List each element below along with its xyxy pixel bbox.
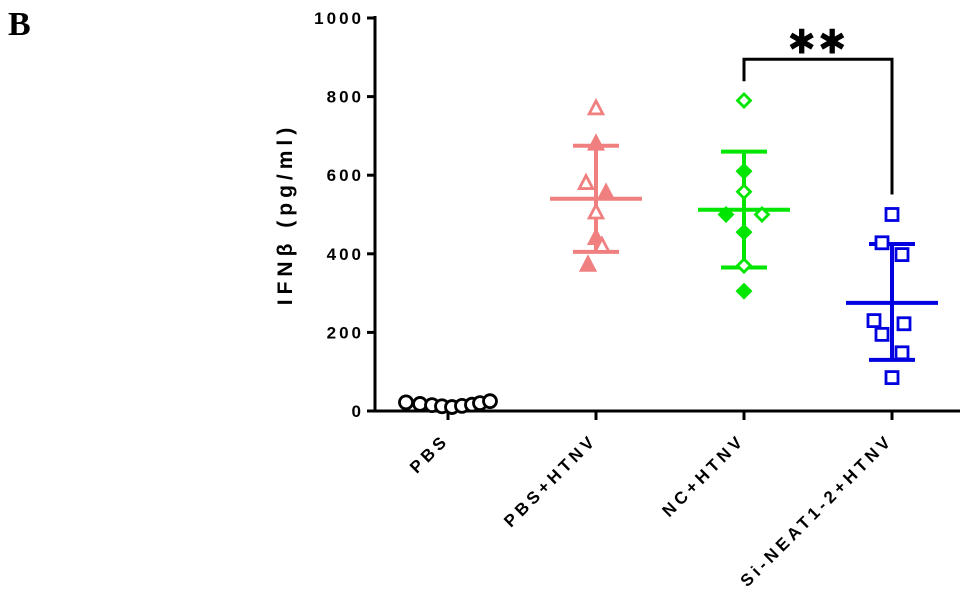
point-1-3	[596, 182, 616, 200]
point-1-2	[576, 172, 596, 190]
y-tick-label-1000: 1000	[314, 9, 364, 28]
point-2-3	[717, 206, 735, 223]
y-tick-label-400: 400	[327, 245, 364, 264]
x-tick-label-0: PBS	[406, 430, 453, 477]
point-1-4	[586, 202, 606, 220]
point-3-2	[894, 247, 910, 262]
point-1-5	[586, 227, 606, 245]
x-tick-label-3: Si-NEAT1-2+HTNV	[737, 430, 897, 590]
group-2	[698, 92, 790, 300]
point-2-5	[735, 223, 753, 241]
point-2-0	[735, 92, 753, 110]
x-tick-label-2: NC+HTNV	[658, 430, 748, 520]
point-0-0	[398, 394, 414, 411]
x-tick-label-1: PBS+HTNV	[500, 430, 601, 531]
point-3-3	[866, 313, 882, 329]
point-0-8	[482, 393, 498, 410]
y-tick-label-0: 0	[352, 402, 364, 421]
group-1	[550, 97, 642, 272]
point-3-7	[884, 370, 900, 385]
y-tick-label-200: 200	[327, 323, 364, 342]
group-3	[846, 207, 938, 385]
point-2-6	[735, 257, 753, 275]
group-0	[398, 393, 498, 415]
point-3-4	[896, 316, 912, 332]
y-tick-label-800: 800	[327, 88, 364, 107]
point-3-5	[874, 326, 890, 342]
point-3-6	[894, 345, 910, 361]
point-2-4	[753, 206, 771, 223]
point-1-6	[592, 235, 612, 253]
point-1-0	[586, 97, 606, 116]
y-axis-title: IFNβ (pg/ml)	[274, 123, 297, 305]
significance-bracket	[742, 57, 894, 195]
significance-label: ✱✱	[788, 22, 849, 62]
point-2-1	[735, 162, 753, 180]
point-2-7	[735, 282, 753, 300]
y-tick-label-600: 600	[327, 166, 364, 185]
panel-letter: B	[8, 6, 31, 43]
point-3-1	[874, 235, 890, 251]
point-1-1	[586, 133, 606, 151]
point-3-0	[884, 207, 900, 222]
point-1-7	[578, 254, 598, 272]
point-2-2	[735, 183, 753, 201]
